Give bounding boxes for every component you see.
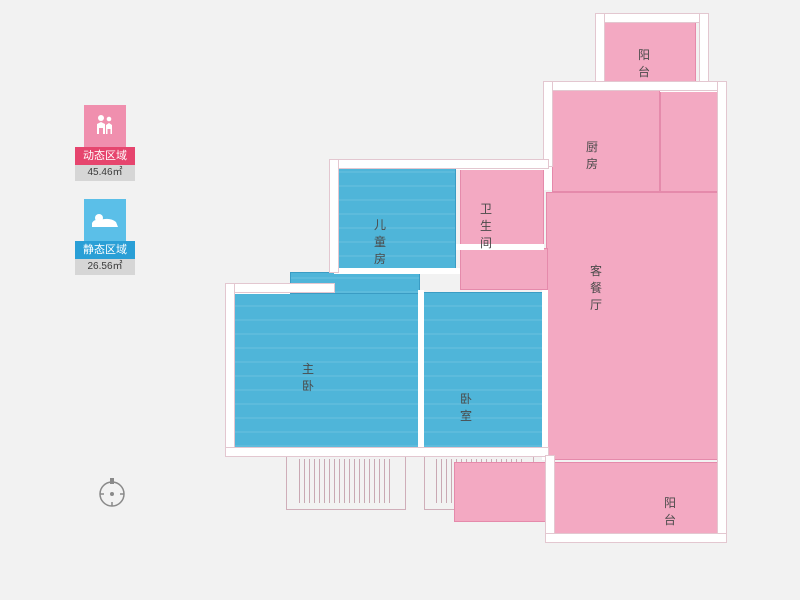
outer-wall [596,14,706,22]
legend-dynamic-label: 动态区域 [75,147,135,165]
outer-wall [596,14,604,90]
room-corridor-top [660,90,718,192]
wall [542,290,548,460]
room-living-ext [460,248,548,290]
room-living [546,192,718,460]
balcony-rail [286,450,406,510]
room-balcony-bot [546,462,718,534]
outer-wall [226,448,548,456]
wall [334,268,460,274]
legend-static-label: 静态区域 [75,241,135,259]
outer-wall [330,160,338,272]
people-icon [84,105,126,147]
room-balcony-left [454,462,546,522]
legend-panel: 动态区域 45.46㎡ 静态区域 26.56㎡ [75,105,135,293]
legend-dynamic: 动态区域 45.46㎡ [75,105,135,181]
room-kids-room [338,168,456,272]
room-balcony-top [604,22,696,82]
outer-wall [544,82,726,90]
outer-wall [700,14,708,90]
sleep-icon [84,199,126,241]
outer-wall [546,456,554,540]
wall [418,290,424,448]
room-kitchen [552,90,660,192]
outer-wall [718,82,726,540]
room-master-bed [234,292,420,448]
room-bedroom [422,292,544,448]
legend-static-value: 26.56㎡ [75,259,135,275]
outer-wall [546,534,726,542]
wall [456,244,544,250]
room-bathroom [460,168,544,246]
legend-static: 静态区域 26.56㎡ [75,199,135,275]
outer-wall [330,160,548,168]
compass-icon [95,475,129,514]
outer-wall [226,284,234,452]
legend-dynamic-value: 45.46㎡ [75,165,135,181]
outer-wall [544,82,552,166]
outer-wall [226,284,334,292]
